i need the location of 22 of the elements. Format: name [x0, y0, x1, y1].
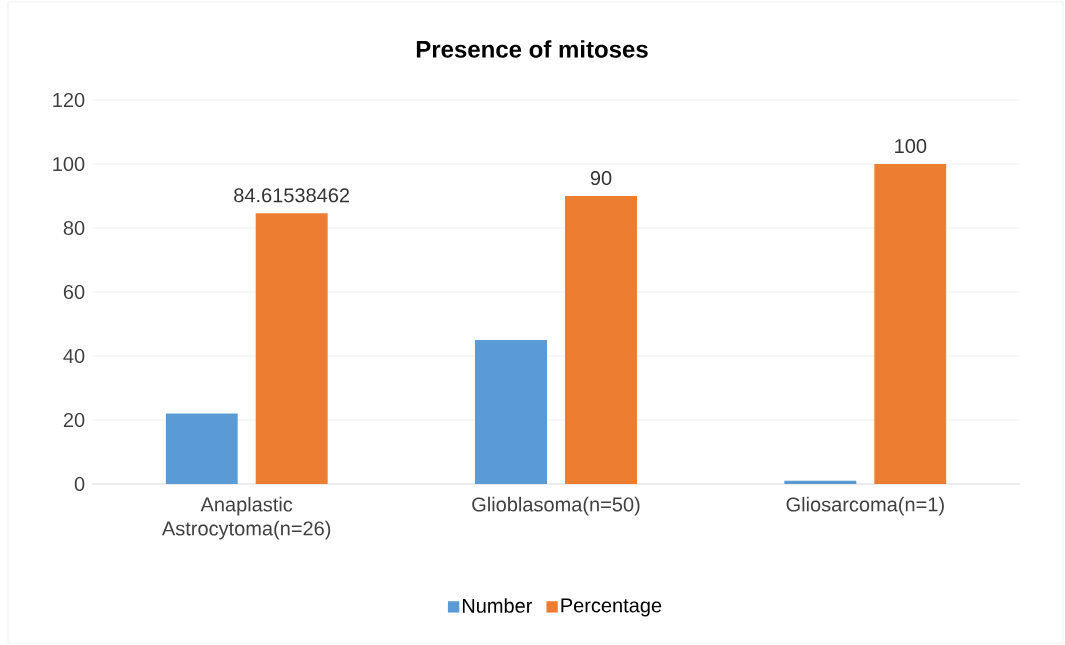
y-tick-label: 60 — [63, 284, 85, 300]
bar — [874, 164, 947, 484]
y-tick-label: 0 — [74, 476, 85, 492]
x-tick-label: Glioblasoma(n=50) — [472, 496, 640, 516]
bar — [475, 340, 548, 484]
bar — [565, 195, 638, 484]
bar — [165, 413, 238, 484]
data-label: 100 — [895, 138, 927, 154]
chart-title: Presence of mitoses — [416, 40, 648, 58]
y-tick-label: 20 — [63, 412, 85, 428]
data-label: 90 — [590, 170, 612, 186]
legend-label: Percentage — [561, 598, 662, 617]
data-label: 84.61538462 — [234, 188, 350, 203]
x-tick-label: Anaplastic Astrocytoma(n=26) — [161, 496, 331, 540]
y-tick-label: 80 — [63, 220, 85, 236]
y-tick-label: 100 — [53, 156, 85, 172]
y-tick-label: 120 — [53, 92, 85, 108]
x-tick-label: Gliosarcoma(n=1) — [786, 496, 944, 516]
y-tick-label: 40 — [63, 348, 85, 364]
bar — [255, 213, 328, 484]
bar — [784, 480, 857, 484]
legend-label: Number — [462, 598, 533, 613]
